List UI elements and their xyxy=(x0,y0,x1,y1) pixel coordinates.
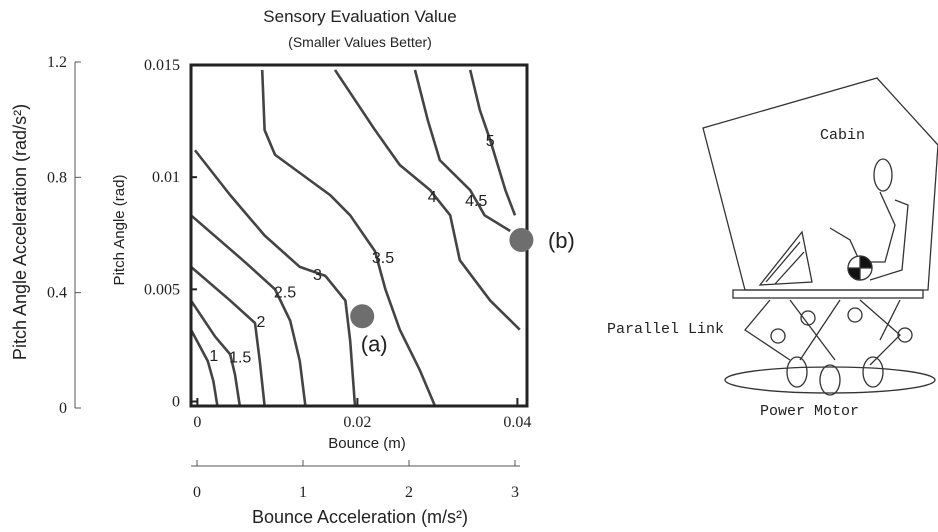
chart-title: Sensory Evaluation Value xyxy=(263,7,456,26)
joint xyxy=(770,328,786,344)
platform xyxy=(732,289,924,299)
joint xyxy=(897,327,913,343)
y2-axis-label: Pitch Angle Acceleration (rad/s²) xyxy=(10,104,30,360)
cabin-outline xyxy=(702,77,938,291)
diagram-label: Parallel Link xyxy=(607,321,724,338)
cg-fill xyxy=(847,255,873,281)
contour-label: 1.5 xyxy=(229,349,251,366)
y-tick-label: 0 xyxy=(172,394,180,411)
contour-label: 2 xyxy=(257,314,266,331)
y-tick-label: 0.005 xyxy=(144,281,180,298)
x2-axis-label: Bounce Acceleration (m/s²) xyxy=(252,507,468,527)
y-axis-label: Pitch Angle (rad) xyxy=(111,175,128,286)
contour-label: 1 xyxy=(209,348,218,365)
x-axis-label: Bounce (m) xyxy=(328,435,406,452)
contour-label: 3.5 xyxy=(372,250,394,267)
head xyxy=(873,158,893,192)
y2-tick-label: 0.8 xyxy=(47,169,67,186)
x2-tick-label: 0 xyxy=(193,484,201,501)
joint xyxy=(847,307,863,323)
contour-line xyxy=(189,329,219,407)
diagram-label: Cabin xyxy=(820,127,865,144)
contour-label: 4 xyxy=(428,189,437,206)
base xyxy=(724,366,936,394)
evaluation-point xyxy=(509,227,534,252)
x-tick-label: 0.04 xyxy=(503,414,531,431)
x2-tick-label: 3 xyxy=(511,484,519,501)
parallel-link xyxy=(744,299,901,366)
contour-label: 3 xyxy=(313,267,322,284)
x-tick-label: 0.02 xyxy=(343,414,371,431)
contour-line xyxy=(190,265,266,407)
motor xyxy=(786,356,808,388)
y-tick-label: 0.015 xyxy=(144,57,180,74)
y2-tick-label: 0.4 xyxy=(47,285,67,302)
joint xyxy=(800,310,816,326)
contour-label: 5 xyxy=(486,133,495,150)
contour-line xyxy=(413,69,511,233)
y-tick-label: 0.01 xyxy=(152,169,180,186)
contour-line xyxy=(193,149,357,407)
point-label: (b) xyxy=(548,228,575,253)
contour-line xyxy=(333,69,521,331)
contour-line xyxy=(189,299,242,407)
x-tick-label: 0 xyxy=(193,414,201,431)
contour-label: 4.5 xyxy=(465,193,487,210)
motor xyxy=(819,364,841,396)
point-label: (a) xyxy=(361,331,388,356)
contour-line xyxy=(260,69,437,407)
seat xyxy=(829,191,909,281)
contour-line xyxy=(190,214,307,407)
x2-tick-label: 2 xyxy=(405,484,413,501)
console xyxy=(758,230,813,286)
evaluation-point xyxy=(350,304,375,329)
y2-tick-label: 1.2 xyxy=(47,54,67,71)
contour-line xyxy=(468,69,517,216)
chart-subtitle: (Smaller Values Better) xyxy=(288,34,432,50)
vehicle-diagram xyxy=(702,77,938,396)
y2-tick-label: 0 xyxy=(59,400,67,417)
motor xyxy=(862,356,884,388)
x2-tick-label: 1 xyxy=(299,484,307,501)
diagram-label: Power Motor xyxy=(760,403,859,420)
contour-label: 2.5 xyxy=(274,284,296,301)
